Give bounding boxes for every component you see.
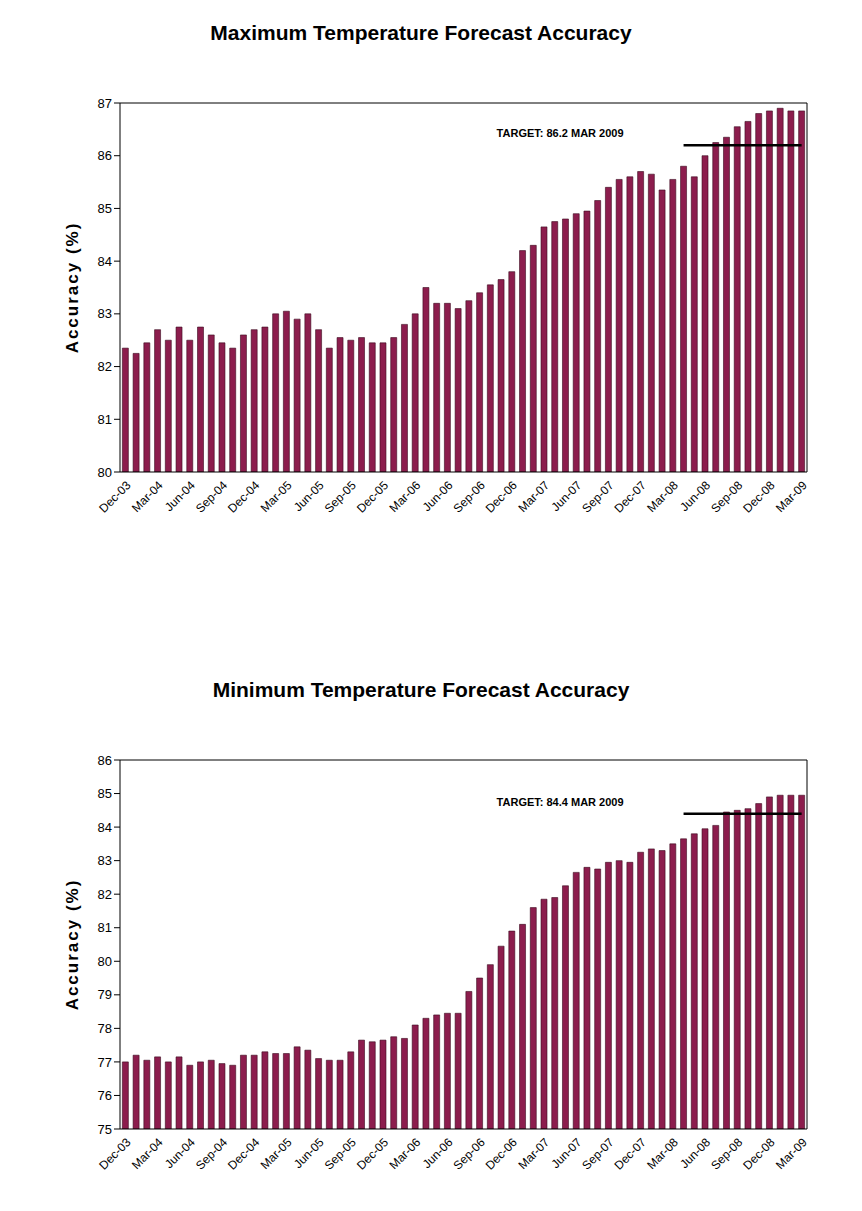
svg-text:Dec-06: Dec-06 [483, 478, 520, 515]
svg-text:Dec-08: Dec-08 [740, 478, 777, 515]
svg-text:Mar-08: Mar-08 [644, 478, 681, 515]
svg-text:Jun-08: Jun-08 [677, 1135, 713, 1171]
svg-text:Jun-06: Jun-06 [420, 1135, 456, 1171]
svg-text:Mar-08: Mar-08 [644, 1135, 681, 1172]
svg-text:79: 79 [98, 987, 112, 1002]
svg-text:Mar-07: Mar-07 [515, 478, 552, 515]
svg-text:76: 76 [98, 1088, 112, 1103]
svg-text:Sep-04: Sep-04 [193, 478, 230, 515]
svg-text:TARGET: 84.4 MAR 2009: TARGET: 84.4 MAR 2009 [497, 796, 624, 808]
svg-text:85: 85 [98, 786, 112, 801]
svg-text:Mar-05: Mar-05 [258, 1135, 295, 1172]
svg-text:Sep-05: Sep-05 [322, 1135, 359, 1172]
svg-text:Mar-06: Mar-06 [387, 478, 424, 515]
svg-text:Sep-06: Sep-06 [450, 1135, 487, 1172]
svg-text:Jun-08: Jun-08 [677, 478, 713, 514]
svg-text:83: 83 [98, 306, 112, 321]
svg-text:Mar-05: Mar-05 [258, 478, 295, 515]
svg-text:77: 77 [98, 1055, 112, 1070]
svg-text:Dec-06: Dec-06 [483, 1135, 520, 1172]
svg-text:Jun-05: Jun-05 [291, 478, 327, 514]
svg-text:Sep-05: Sep-05 [322, 478, 359, 515]
svg-text:82: 82 [98, 887, 112, 902]
html-text:Minimum Temperature Forecast A: Minimum Temperature Forecast Accuracy [212, 678, 630, 701]
svg-text:Jun-04: Jun-04 [162, 1135, 198, 1171]
svg-text:82: 82 [98, 359, 112, 374]
svg-text:Mar-09: Mar-09 [773, 478, 810, 515]
svg-text:Jun-07: Jun-07 [549, 478, 585, 514]
svg-text:Accuracy (%): Accuracy (%) [63, 879, 82, 1011]
svg-text:Dec-03: Dec-03 [96, 1135, 133, 1172]
svg-text:Jun-07: Jun-07 [549, 1135, 585, 1171]
svg-text:75: 75 [98, 1122, 112, 1137]
svg-text:87: 87 [98, 96, 112, 111]
svg-text:Sep-04: Sep-04 [193, 1135, 230, 1172]
svg-text:Jun-04: Jun-04 [162, 478, 198, 514]
svg-text:Dec-08: Dec-08 [740, 1135, 777, 1172]
svg-text:Sep-07: Sep-07 [579, 478, 616, 515]
svg-text:Sep-07: Sep-07 [579, 1135, 616, 1172]
svg-text:Dec-07: Dec-07 [612, 478, 649, 515]
svg-text:81: 81 [98, 920, 112, 935]
html-text:Maximum Temperature Forecast A: Maximum Temperature Forecast Accuracy [210, 21, 632, 44]
svg-text:Dec-04: Dec-04 [225, 1135, 262, 1172]
svg-text:Jun-05: Jun-05 [291, 1135, 327, 1171]
svg-text:Sep-08: Sep-08 [708, 1135, 745, 1172]
svg-text:83: 83 [98, 853, 112, 868]
svg-text:78: 78 [98, 1021, 112, 1036]
svg-text:Mar-09: Mar-09 [773, 1135, 810, 1172]
svg-text:85: 85 [98, 201, 112, 216]
svg-text:84: 84 [98, 254, 112, 269]
svg-text:Dec-04: Dec-04 [225, 478, 262, 515]
svg-text:Mar-06: Mar-06 [387, 1135, 424, 1172]
svg-text:86: 86 [98, 148, 112, 163]
svg-text:Mar-07: Mar-07 [515, 1135, 552, 1172]
svg-text:Dec-07: Dec-07 [612, 1135, 649, 1172]
svg-text:TARGET: 86.2 MAR 2009: TARGET: 86.2 MAR 2009 [497, 127, 624, 139]
svg-text:Mar-04: Mar-04 [129, 478, 166, 515]
svg-text:Dec-05: Dec-05 [354, 1135, 391, 1172]
svg-text:Mar-04: Mar-04 [129, 1135, 166, 1172]
svg-text:Dec-05: Dec-05 [354, 478, 391, 515]
svg-text:86: 86 [98, 753, 112, 768]
svg-text:81: 81 [98, 412, 112, 427]
svg-text:Accuracy (%): Accuracy (%) [63, 222, 82, 354]
svg-text:Dec-03: Dec-03 [96, 478, 133, 515]
svg-text:Jun-06: Jun-06 [420, 478, 456, 514]
svg-text:Sep-06: Sep-06 [450, 478, 487, 515]
svg-text:Sep-08: Sep-08 [708, 478, 745, 515]
svg-text:80: 80 [98, 954, 112, 969]
svg-text:80: 80 [98, 465, 112, 480]
svg-text:84: 84 [98, 820, 112, 835]
